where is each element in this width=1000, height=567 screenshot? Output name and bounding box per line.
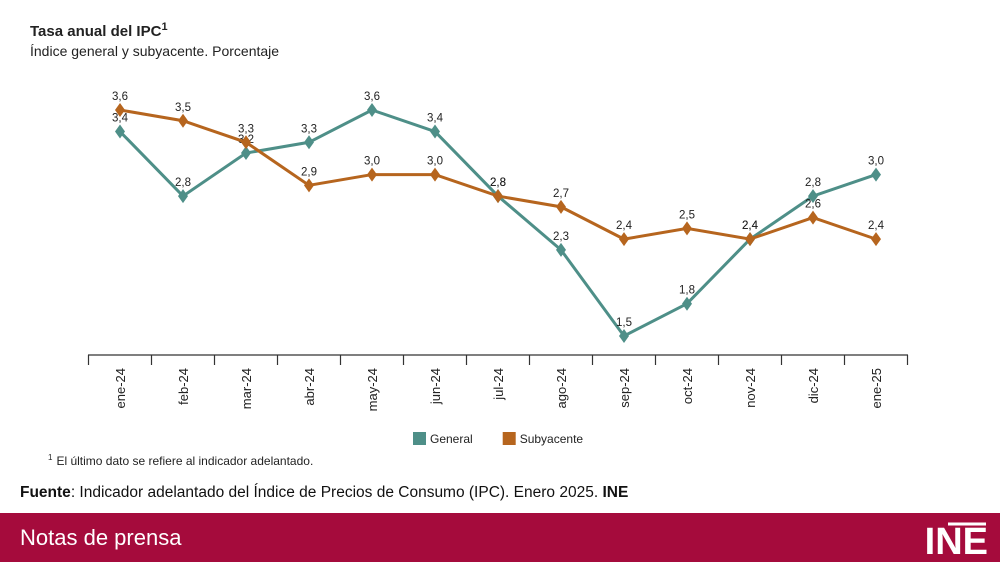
data-label: 2,8 — [490, 177, 506, 189]
data-label: 1,5 — [616, 317, 632, 329]
data-label: 2,6 — [805, 199, 821, 211]
footer-logo: INE — [925, 521, 988, 562]
marker — [493, 189, 503, 204]
marker — [619, 329, 629, 343]
series-line — [119, 108, 877, 241]
data-label: 3,4 — [112, 113, 129, 125]
title-text: Tasa anual del IPC — [30, 23, 162, 40]
source-org: INE — [602, 484, 628, 501]
marker — [430, 167, 440, 182]
marker — [619, 232, 629, 247]
data-label: 2,3 — [553, 231, 569, 243]
data-label: 2,5 — [679, 209, 695, 221]
data-label: 2,8 — [175, 177, 191, 189]
data-label: 3,0 — [364, 156, 380, 168]
data-label: 2,4 — [742, 220, 759, 232]
marker — [556, 242, 566, 257]
x-tick-label: abr-24 — [302, 368, 317, 406]
marker — [682, 221, 692, 236]
data-label: 3,5 — [175, 102, 191, 114]
x-tick-label: may-24 — [365, 368, 380, 411]
data-label: 3,3 — [238, 123, 254, 135]
marker — [178, 189, 188, 204]
marker — [871, 167, 881, 182]
plot: ene-24 feb-24 mar-24 abr-24 may-24 jun-24 jul-… — [87, 91, 909, 446]
marker — [304, 178, 314, 193]
chart-title: Tasa anual del IPC1 — [30, 21, 168, 40]
data-label: 2,7 — [553, 188, 569, 200]
data-label: 1,8 — [679, 285, 695, 297]
data-label: 3,0 — [868, 156, 884, 168]
marker — [241, 146, 251, 161]
data-label: 3,0 — [427, 156, 443, 168]
data-label: 2,4 — [742, 220, 759, 232]
footer-title: Notas de prensa — [20, 525, 182, 550]
x-tick-label: ene-25 — [869, 368, 884, 408]
data-label: 2,8 — [490, 177, 506, 189]
legend-label: Subyacente — [520, 432, 584, 446]
footnote-marker: 1 — [48, 453, 53, 462]
source: Fuente: Indicador adelantado del Índice … — [20, 484, 628, 501]
chart-subtitle: Índice general y subyacente. Porcentaje — [30, 43, 279, 59]
marker — [178, 113, 188, 128]
data-label: 2,4 — [868, 220, 885, 232]
marker — [808, 210, 818, 225]
x-tick-label: jun-24 — [428, 368, 443, 405]
title-note: 1 — [161, 21, 167, 33]
x-tick-label: sep-24 — [617, 368, 632, 408]
x-tick-label: mar-24 — [239, 368, 254, 409]
data-label: 2,4 — [616, 220, 633, 232]
marker — [115, 124, 125, 139]
x-tick-label: nov-24 — [743, 368, 758, 408]
marker — [745, 232, 755, 247]
marker — [556, 199, 566, 214]
legend-label: General — [430, 432, 473, 446]
data-label: 3,3 — [301, 123, 317, 135]
marker — [367, 167, 377, 182]
data-label: 3,4 — [427, 113, 444, 125]
legend-swatch — [413, 432, 426, 445]
marker — [241, 135, 251, 150]
source-text: : Indicador adelantado del Índice de Pre… — [71, 484, 603, 501]
source-label: Fuente — [20, 484, 71, 501]
x-tick-label: ene-24 — [113, 368, 128, 408]
marker — [682, 296, 692, 311]
x-tick-label: feb-24 — [176, 368, 191, 405]
footer-bar — [0, 513, 1000, 562]
x-tick-label: jul-24 — [491, 368, 506, 401]
footnote: 1 El último dato se refiere al indicador … — [48, 453, 313, 468]
marker — [115, 103, 125, 117]
legend-swatch — [502, 432, 516, 445]
marker — [367, 103, 377, 117]
marker — [430, 124, 440, 139]
marker — [871, 232, 881, 247]
marker — [808, 189, 818, 204]
series-line — [118, 108, 877, 338]
x-tick-label: ago-24 — [554, 368, 569, 408]
data-label: 3,6 — [364, 91, 380, 103]
x-tick-label: dic-24 — [806, 368, 821, 403]
data-label: 2,9 — [301, 166, 317, 178]
footnote-text: El último dato se refiere al indicador a… — [56, 454, 313, 468]
marker — [304, 135, 314, 150]
data-label: 2,8 — [805, 177, 821, 189]
data-label: 3,6 — [112, 91, 128, 103]
x-tick-label: oct-24 — [680, 368, 695, 404]
